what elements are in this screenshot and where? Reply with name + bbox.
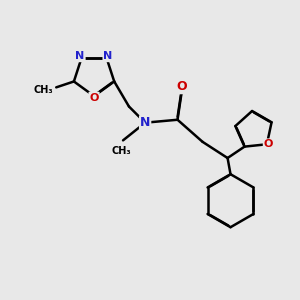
Text: N: N	[103, 51, 112, 61]
Text: CH₃: CH₃	[33, 85, 53, 95]
Text: O: O	[89, 93, 99, 103]
Text: CH₃: CH₃	[112, 146, 131, 156]
Text: O: O	[177, 80, 187, 93]
Text: N: N	[140, 116, 150, 129]
Text: N: N	[76, 51, 85, 61]
Text: O: O	[264, 139, 273, 149]
